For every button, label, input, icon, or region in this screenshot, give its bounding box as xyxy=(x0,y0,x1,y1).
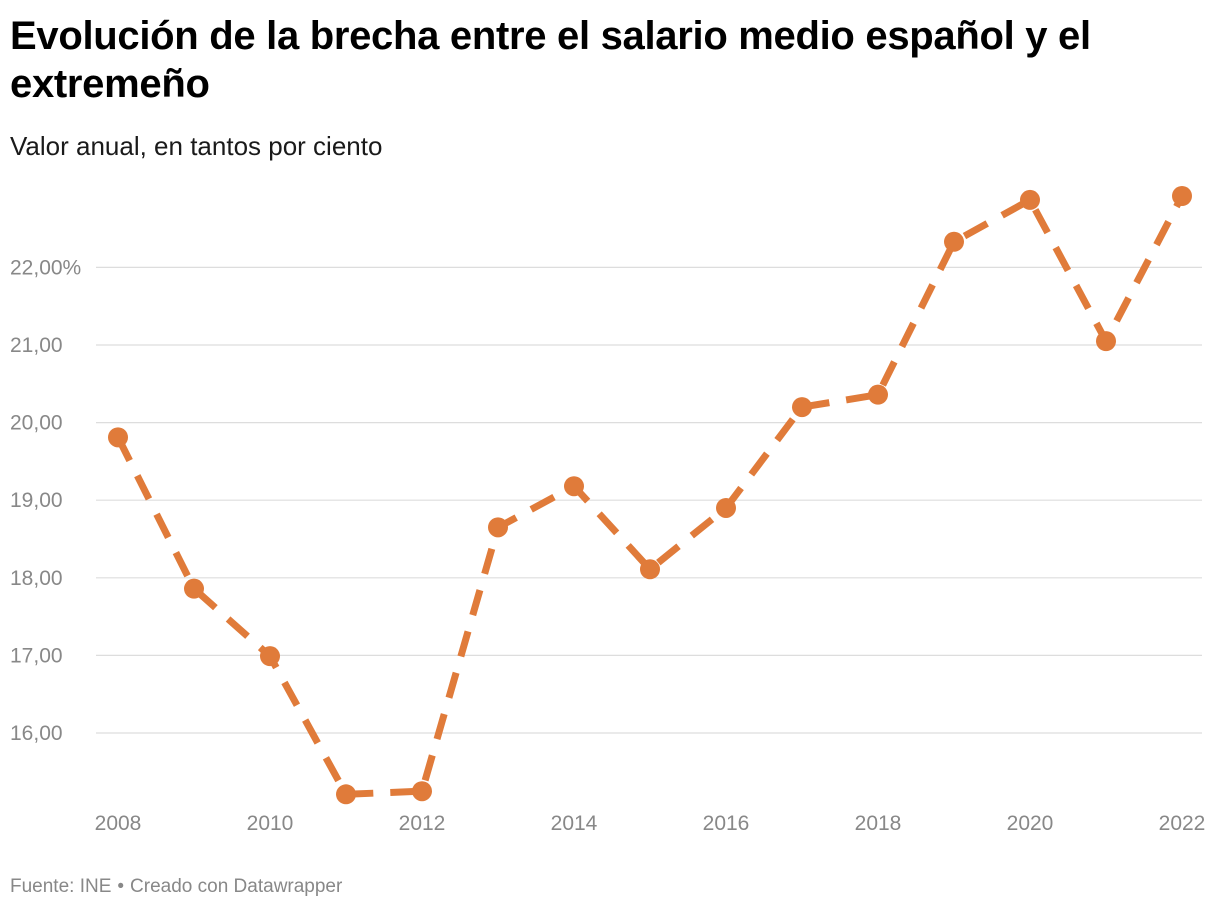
data-point-2009 xyxy=(184,578,204,599)
x-tick-label: 2020 xyxy=(1007,812,1054,835)
data-point-2012 xyxy=(412,781,432,802)
y-tick-label: 21,00 xyxy=(10,334,63,357)
x-tick-label: 2014 xyxy=(551,812,598,835)
data-point-2014 xyxy=(564,476,584,497)
data-point-2015 xyxy=(640,559,660,580)
data-point-2022 xyxy=(1172,186,1192,207)
x-tick-label: 2008 xyxy=(95,812,142,835)
data-point-2013 xyxy=(488,517,508,538)
y-tick-label: 22,00% xyxy=(10,256,81,279)
chart-title: Evolución de la brecha entre el salario … xyxy=(10,14,1091,106)
y-tick-label: 20,00 xyxy=(10,412,63,435)
footer: Fuente: INE • Creado con Datawrapper xyxy=(10,876,342,898)
data-point-2020 xyxy=(1020,189,1040,210)
data-point-2008 xyxy=(108,427,128,448)
y-tick-label: 19,00 xyxy=(10,489,63,512)
x-tick-label: 2022 xyxy=(1159,812,1206,835)
y-tick-label: 17,00 xyxy=(10,644,63,667)
x-tick-label: 2016 xyxy=(703,812,750,835)
y-tick-label: 18,00 xyxy=(10,567,63,590)
footer-separator: • xyxy=(117,876,125,897)
data-point-2019 xyxy=(944,231,964,252)
chart-subtitle: Valor anual, en tantos por ciento xyxy=(10,131,383,161)
credit-label: Creado con Datawrapper xyxy=(130,876,343,897)
data-point-2017 xyxy=(792,397,812,418)
data-point-2021 xyxy=(1096,331,1116,352)
x-tick-label: 2010 xyxy=(247,812,294,835)
x-tick-label: 2018 xyxy=(855,812,902,835)
source-label: Fuente: INE xyxy=(10,876,112,897)
data-point-2016 xyxy=(716,497,736,518)
data-point-2011 xyxy=(336,784,356,805)
series-line-0 xyxy=(114,194,1186,798)
data-point-2010 xyxy=(260,646,280,667)
y-tick-label: 16,00 xyxy=(10,722,63,745)
data-point-2018 xyxy=(868,384,888,405)
x-tick-label: 2012 xyxy=(399,812,446,835)
